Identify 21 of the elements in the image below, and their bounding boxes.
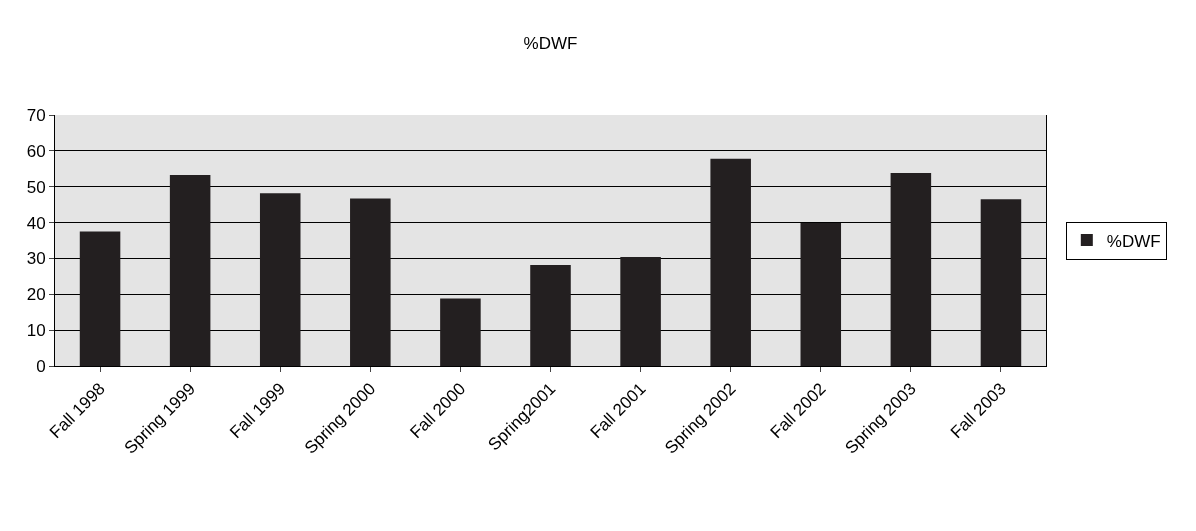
bar (440, 298, 481, 366)
bar (710, 158, 751, 366)
bar (79, 231, 121, 366)
bar (980, 199, 1022, 366)
bar (169, 174, 211, 366)
bar (890, 173, 932, 366)
y-tick-label: 50 (26, 177, 46, 197)
bar (620, 256, 661, 366)
legend-label: %DWF (1106, 231, 1161, 251)
y-tick-label: 40 (26, 213, 46, 233)
bar (530, 264, 571, 366)
bar (350, 198, 391, 366)
y-tick-label: 60 (26, 141, 46, 161)
bar (800, 222, 842, 366)
y-tick-label: 20 (26, 285, 46, 305)
bar (259, 193, 301, 366)
y-tick-label: 0 (36, 356, 46, 376)
chart-title: %DWF (523, 34, 578, 54)
y-tick-label: 70 (26, 105, 46, 125)
y-tick-label: 10 (26, 321, 46, 341)
y-tick-label: 30 (26, 249, 46, 269)
